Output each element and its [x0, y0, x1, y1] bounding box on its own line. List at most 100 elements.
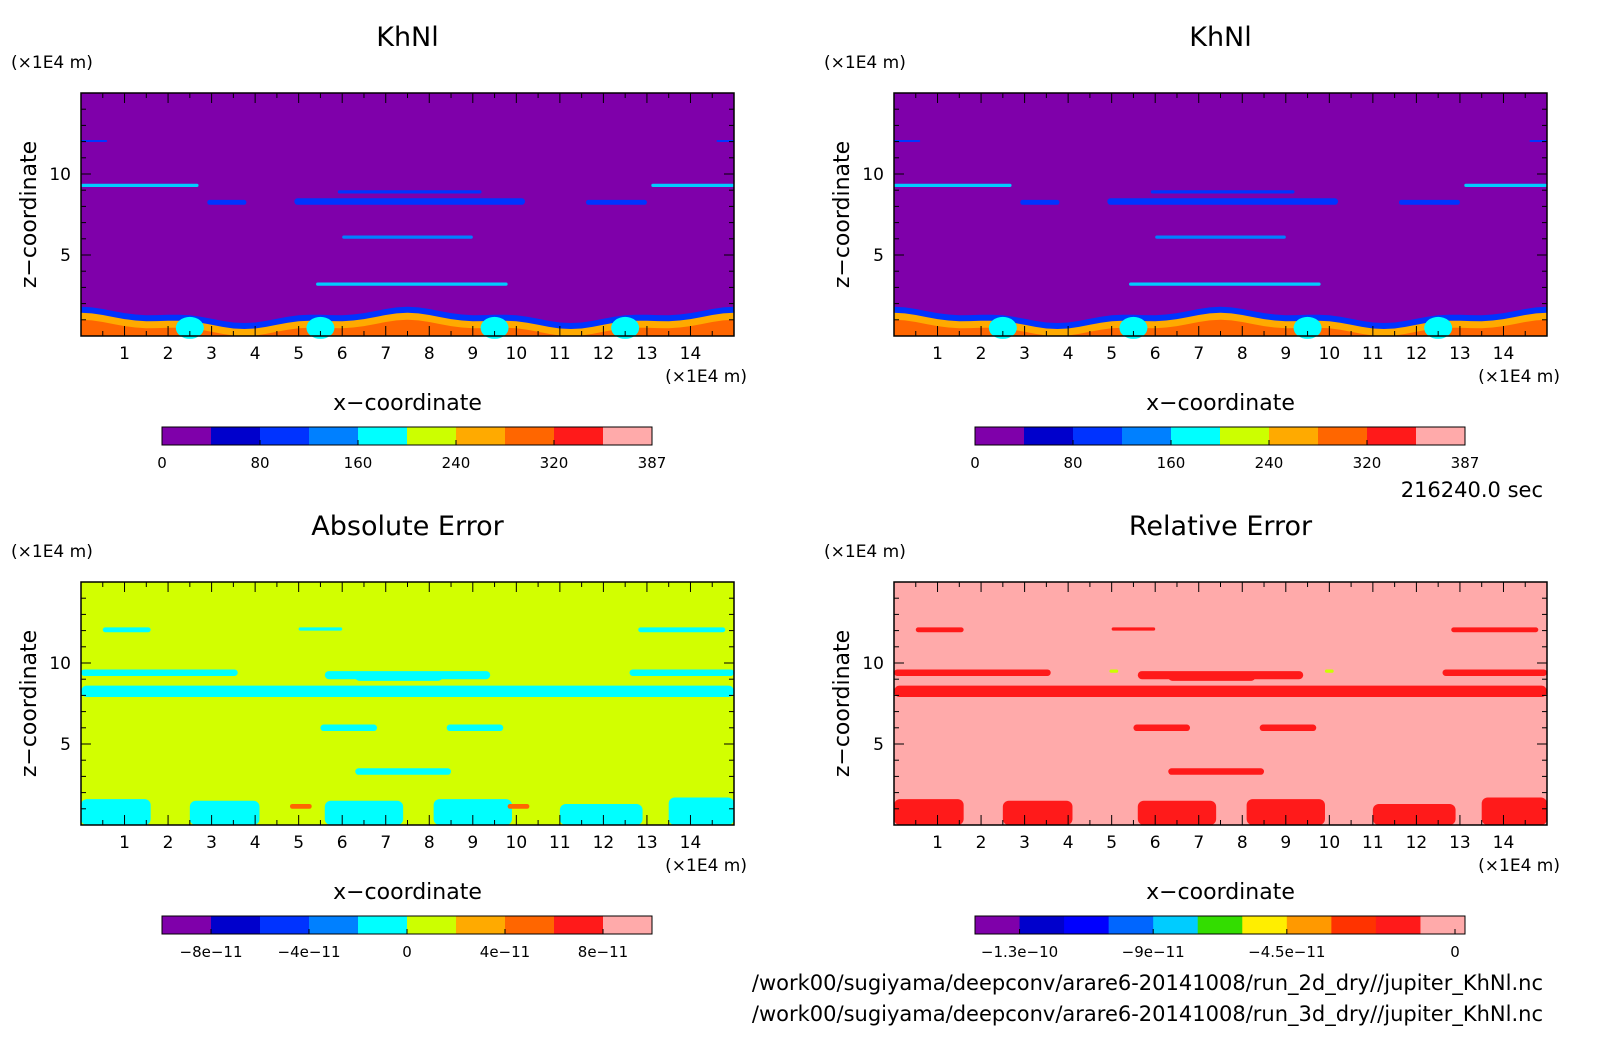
field-feature	[894, 799, 964, 825]
colorbar-segment	[1416, 427, 1466, 445]
file-path-1: /work00/sugiyama/deepconv/arare6-2014100…	[752, 971, 1543, 996]
field-feature	[294, 198, 526, 205]
colorbar-label: 0	[970, 454, 980, 472]
field-feature	[1246, 799, 1325, 825]
colorbar-segment	[505, 427, 555, 445]
x-tick-label: 2	[976, 344, 987, 364]
x-tick-label: 13	[1449, 344, 1471, 364]
x-tick-label: 5	[293, 833, 304, 853]
x-tick-label: 8	[424, 344, 435, 364]
field-feature	[1129, 282, 1321, 286]
colorbar-segment	[554, 916, 604, 934]
chart-title: Relative Error	[1129, 511, 1313, 542]
field-feature	[1168, 768, 1265, 775]
x-tick-label: 10	[1319, 833, 1341, 853]
x-tick-label: 12	[593, 344, 615, 364]
y-tick-label: 5	[60, 735, 71, 755]
panel-2: Absolute Error(×1E4 m)1 2 3 4 5 6 7 8 9 10 11 12 13 1…	[11, 511, 747, 961]
x-tick-label: 10	[506, 833, 528, 853]
x-tick-label: 12	[593, 833, 615, 853]
colorbar-segment	[1171, 427, 1221, 445]
panel-0: KhNl(×1E4 m)1 2 3 4 5 6 7 8 9 10 11 12 13 14510(×1E4 …	[11, 22, 747, 472]
colorbar-label: −1.3e−10	[981, 943, 1058, 961]
x-tick-label: 2	[163, 344, 174, 364]
x-tick-label: 5	[1106, 344, 1117, 364]
boundary-layer-gap	[306, 316, 335, 339]
x-tick-label: 3	[1019, 344, 1030, 364]
x-tick-label: 7	[1193, 344, 1204, 364]
chart-title: KhNl	[376, 22, 439, 53]
colorbar-label: −4.5e−11	[1248, 943, 1325, 961]
colorbar-segment	[309, 427, 359, 445]
x-unit-label: (×1E4 m)	[665, 856, 747, 876]
x-tick-label: 8	[1237, 833, 1248, 853]
colorbar-segment	[1286, 916, 1332, 934]
field-feature	[1133, 724, 1191, 732]
field-feature	[189, 800, 260, 825]
y-tick-label: 5	[873, 246, 884, 266]
field-feature	[446, 724, 504, 732]
colorbar-frame	[161, 426, 653, 446]
y-axis-label: z−coordinate	[17, 630, 42, 777]
colorbar-segment	[260, 916, 310, 934]
panel-1: KhNl(×1E4 m)1 2 3 4 5 6 7 8 9 10 11 12 13 14510(×1E4 …	[824, 22, 1560, 472]
colorbar-segment	[1375, 916, 1421, 934]
y-tick-label: 10	[49, 654, 71, 674]
y-unit-label: (×1E4 m)	[11, 53, 93, 73]
colorbar-segment	[358, 916, 408, 934]
colorbar-segment	[1420, 916, 1466, 934]
field-feature	[894, 183, 1012, 187]
x-axis-label: x−coordinate	[333, 880, 482, 905]
field-feature	[81, 799, 151, 825]
colorbar-segment	[1197, 916, 1243, 934]
x-tick-label: 7	[1193, 833, 1204, 853]
colorbar-label: 0	[157, 454, 167, 472]
field-feature	[81, 669, 238, 676]
x-tick-label: 14	[680, 833, 702, 853]
colorbar-segment	[603, 916, 653, 934]
colorbar-segment	[1269, 427, 1319, 445]
x-axis-label: x−coordinate	[1146, 880, 1295, 905]
x-tick-label: 9	[1280, 833, 1291, 853]
field-feature	[1020, 199, 1060, 205]
x-tick-label: 4	[250, 344, 261, 364]
field-feature	[1442, 669, 1547, 676]
x-tick-label: 9	[1280, 344, 1291, 364]
x-tick-label: 4	[250, 833, 261, 853]
field-feature	[207, 199, 247, 205]
field-feature	[1168, 672, 1256, 681]
field-feature	[342, 235, 473, 239]
field-feature	[915, 627, 964, 633]
plot-background	[894, 93, 1547, 336]
x-tick-label: 12	[1406, 344, 1428, 364]
colorbar-segment	[162, 427, 212, 445]
colorbar-label: −8e−11	[180, 943, 243, 961]
x-axis-label: x−coordinate	[1146, 391, 1295, 416]
x-tick-label: 3	[206, 344, 217, 364]
colorbar-frame	[974, 426, 1466, 446]
field-feature	[507, 803, 530, 809]
x-tick-label: 2	[976, 833, 987, 853]
colorbar-label: 240	[1255, 454, 1284, 472]
plot-background	[894, 582, 1547, 825]
field-feature	[1324, 669, 1334, 673]
colorbar-label: 160	[344, 454, 373, 472]
x-tick-label: 1	[932, 833, 943, 853]
x-tick-label: 10	[506, 344, 528, 364]
colorbar-label: 4e−11	[480, 943, 530, 961]
colorbar-label: 387	[638, 454, 667, 472]
y-unit-label: (×1E4 m)	[824, 542, 906, 562]
field-feature	[298, 627, 343, 631]
colorbar-segment	[456, 427, 506, 445]
colorbar-segment	[975, 427, 1025, 445]
colorbar-segment	[554, 427, 604, 445]
y-tick-label: 10	[862, 165, 884, 185]
field-feature	[1259, 724, 1317, 732]
y-tick-label: 5	[60, 246, 71, 266]
x-tick-label: 5	[1106, 833, 1117, 853]
y-unit-label: (×1E4 m)	[824, 53, 906, 73]
x-tick-label: 11	[549, 833, 571, 853]
colorbar-label: 240	[442, 454, 471, 472]
boundary-layer-inner	[81, 319, 734, 336]
chart-title: KhNl	[1189, 22, 1252, 53]
